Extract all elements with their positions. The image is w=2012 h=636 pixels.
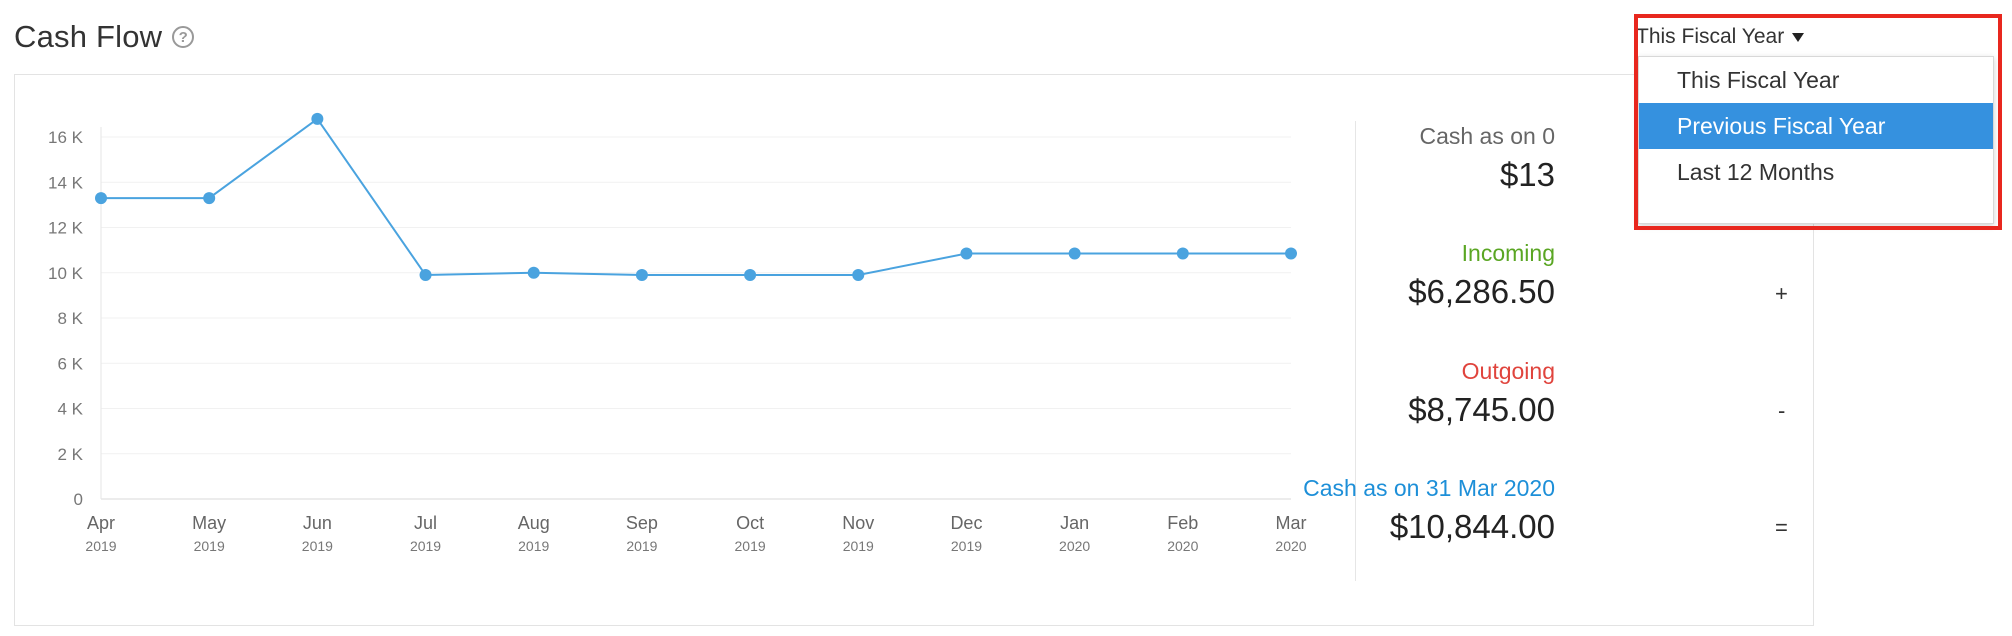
closing-equals-icon: = xyxy=(1775,515,1788,540)
dropdown-option-previous-fiscal-year[interactable]: Previous Fiscal Year xyxy=(1639,103,1993,149)
x-tick-label: Aug xyxy=(518,513,550,533)
closing-label: Cash as on 31 Mar 2020 xyxy=(1303,475,1555,501)
x-tick-year-label: 2019 xyxy=(626,538,657,554)
opening-summary: Cash as on 0 $13 xyxy=(1419,123,1555,194)
closing-summary: Cash as on 31 Mar 2020 $10,844.00 xyxy=(1303,475,1555,546)
x-tick-label: Dec xyxy=(950,513,982,533)
y-tick-label: 0 xyxy=(74,490,83,509)
page-title: Cash Flow xyxy=(14,19,163,54)
x-tick-year-label: 2019 xyxy=(302,538,333,554)
x-tick-year-label: 2020 xyxy=(1059,538,1090,554)
data-point xyxy=(95,192,107,205)
x-tick-label: Oct xyxy=(736,513,764,533)
cash-flow-chart: 0 2 K 4 K 6 K 8 K 10 K 12 K 14 K 16 K Apr 2019 May 2… xyxy=(48,112,1307,554)
x-tick-year-label: 2019 xyxy=(410,538,441,554)
caret-down-icon xyxy=(1792,32,1805,42)
dropdown-option-last-12-months[interactable]: Last 12 Months xyxy=(1677,158,1835,185)
data-point xyxy=(852,269,865,282)
x-tick-year-label: 2019 xyxy=(843,538,874,554)
help-icon[interactable]: ? xyxy=(172,26,195,48)
x-tick-label: May xyxy=(192,513,226,533)
outgoing-minus-icon: - xyxy=(1778,398,1786,423)
data-point xyxy=(1068,247,1081,260)
y-tick-label: 16 K xyxy=(48,128,84,147)
opening-amount: $13 xyxy=(1499,156,1555,193)
data-point xyxy=(1176,247,1189,260)
x-tick-year-label: 2020 xyxy=(1275,538,1306,554)
x-tick-year-label: 2020 xyxy=(1167,538,1198,554)
x-tick-year-label: 2019 xyxy=(735,538,766,554)
y-tick-label: 4 K xyxy=(57,400,83,419)
data-point xyxy=(1285,247,1297,260)
data-point xyxy=(527,266,540,279)
incoming-amount: $6,286.50 xyxy=(1408,273,1555,310)
y-tick-label: 2 K xyxy=(57,445,83,464)
x-tick-label: Jan xyxy=(1060,513,1089,533)
outgoing-amount: $8,745.00 xyxy=(1408,391,1555,428)
data-point xyxy=(203,192,216,205)
period-dropdown-menu: This Fiscal Year Previous Fiscal Year La… xyxy=(1638,56,1994,224)
x-tick-year-label: 2019 xyxy=(194,538,225,554)
x-tick-label: Feb xyxy=(1167,513,1198,533)
data-point xyxy=(960,247,973,260)
x-tick-year-label: 2019 xyxy=(85,538,116,554)
x-tick-label: Apr xyxy=(87,513,115,533)
x-tick-label: Jul xyxy=(414,513,437,533)
header: Cash Flow ? xyxy=(14,14,195,60)
data-point xyxy=(635,269,648,282)
y-tick-label: 6 K xyxy=(57,354,83,373)
incoming-summary: Incoming $6,286.50 xyxy=(1408,240,1555,311)
y-tick-label: 10 K xyxy=(48,264,84,283)
outgoing-summary: Outgoing $8,745.00 xyxy=(1408,358,1555,429)
x-tick-label: Nov xyxy=(842,513,874,533)
series-line xyxy=(101,117,1291,277)
incoming-plus-icon: + xyxy=(1775,281,1788,306)
x-tick-year-label: 2019 xyxy=(518,538,549,554)
divider xyxy=(1355,121,1356,581)
closing-amount: $10,844.00 xyxy=(1389,508,1555,545)
outgoing-label: Outgoing xyxy=(1461,358,1555,384)
y-tick-label: 14 K xyxy=(48,173,84,192)
data-point xyxy=(744,269,757,282)
period-dropdown-value: This Fiscal Year xyxy=(1636,25,1785,48)
data-point xyxy=(311,112,324,125)
y-tick-label: 8 K xyxy=(57,309,83,328)
data-point xyxy=(419,269,432,282)
cash-flow-card: 0 2 K 4 K 6 K 8 K 10 K 12 K 14 K 16 K Apr 2019 May 2… xyxy=(14,74,1814,626)
x-tick-label: Jun xyxy=(303,513,332,533)
incoming-label: Incoming xyxy=(1461,240,1555,266)
y-tick-label: 12 K xyxy=(48,219,84,238)
period-dropdown-toggle[interactable]: This Fiscal Year xyxy=(1636,22,1805,52)
x-tick-label: Sep xyxy=(626,513,658,533)
x-tick-year-label: 2019 xyxy=(951,538,982,554)
dropdown-option-this-fiscal-year[interactable]: This Fiscal Year xyxy=(1677,66,1840,93)
opening-label: Cash as on 0 xyxy=(1419,123,1555,149)
x-tick-label: Mar xyxy=(1276,513,1307,533)
